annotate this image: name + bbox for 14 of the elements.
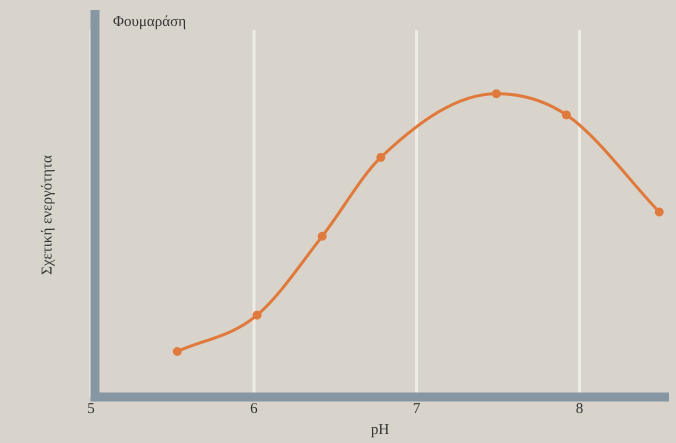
point xyxy=(562,110,571,120)
x-tick-label: 8 xyxy=(576,400,584,417)
y-axis-title: Σχετική ενεργότητα xyxy=(40,155,56,275)
chart-title: Φουμαράση xyxy=(113,14,186,30)
x-tick-label: 7 xyxy=(412,400,421,417)
point xyxy=(654,207,664,216)
point xyxy=(492,89,501,98)
point xyxy=(172,347,182,356)
point xyxy=(376,152,386,162)
x-axis-title: pH xyxy=(370,422,390,438)
x-tick-label: 5 xyxy=(87,400,95,417)
point xyxy=(252,310,262,320)
point xyxy=(318,232,327,241)
x-tick-label: 6 xyxy=(250,400,258,417)
